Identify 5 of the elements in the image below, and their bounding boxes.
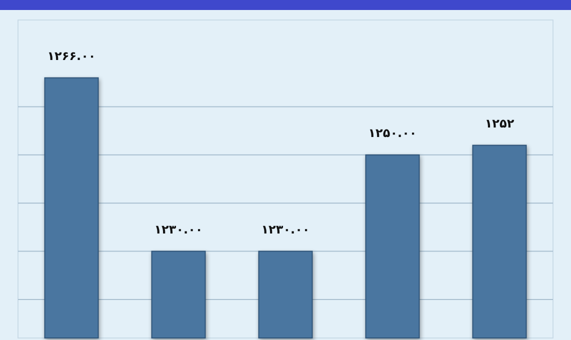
data-label: ۱۲۵۲ — [484, 116, 515, 130]
data-label: ۱۲۵۰.۰۰ — [368, 126, 417, 140]
data-label: ۱۲۳۰.۰۰ — [261, 222, 310, 236]
data-label: ۱۲۶۶.۰۰ — [47, 48, 96, 63]
data-label: ۱۲۳۰.۰۰ — [154, 222, 203, 236]
